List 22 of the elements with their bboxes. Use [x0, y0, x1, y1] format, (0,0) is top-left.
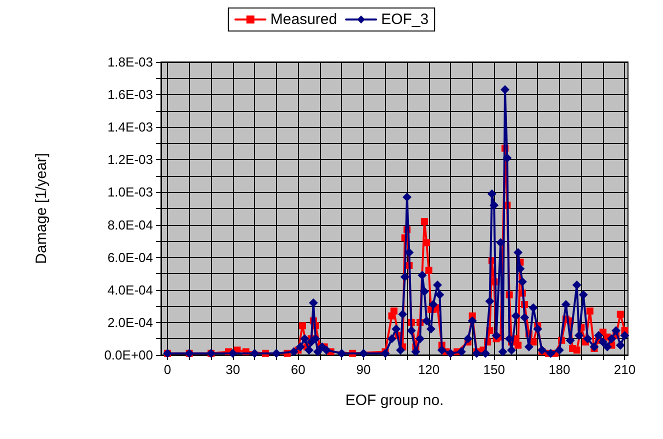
y-tick-label: 8.0E-04 — [107, 217, 153, 232]
x-tick-label: 180 — [548, 362, 570, 377]
x-tick-label: 150 — [483, 362, 505, 377]
legend-label: Measured — [270, 11, 338, 28]
y-tick-label: 1.4E-03 — [107, 120, 153, 135]
x-tick-label: 0 — [164, 362, 172, 377]
y-tick-label: 1.6E-03 — [107, 87, 153, 102]
x-tick-label: 120 — [418, 362, 440, 377]
x-tick-label: 60 — [290, 362, 306, 377]
x-tick-label: 30 — [226, 362, 240, 377]
y-tick-label: 6.0E-04 — [107, 250, 153, 265]
x-tick-label: 210 — [614, 362, 636, 377]
y-tick-label: 1.8E-03 — [107, 54, 153, 70]
x-tick-label: 90 — [356, 362, 371, 377]
y-tick-label: 1.0E-03 — [107, 184, 153, 200]
y-tick-label: 4.0E-04 — [107, 282, 153, 298]
y-axis-title: Damage [1/year] — [33, 153, 50, 264]
legend-label: EOF_3 — [381, 11, 429, 28]
x-axis-title: EOF group no. — [345, 392, 444, 409]
y-tick-label: 0.0E+00 — [104, 348, 153, 362]
y-tick-label: 1.2E-03 — [107, 152, 153, 168]
y-tick-label: 2.0E-04 — [107, 314, 153, 330]
